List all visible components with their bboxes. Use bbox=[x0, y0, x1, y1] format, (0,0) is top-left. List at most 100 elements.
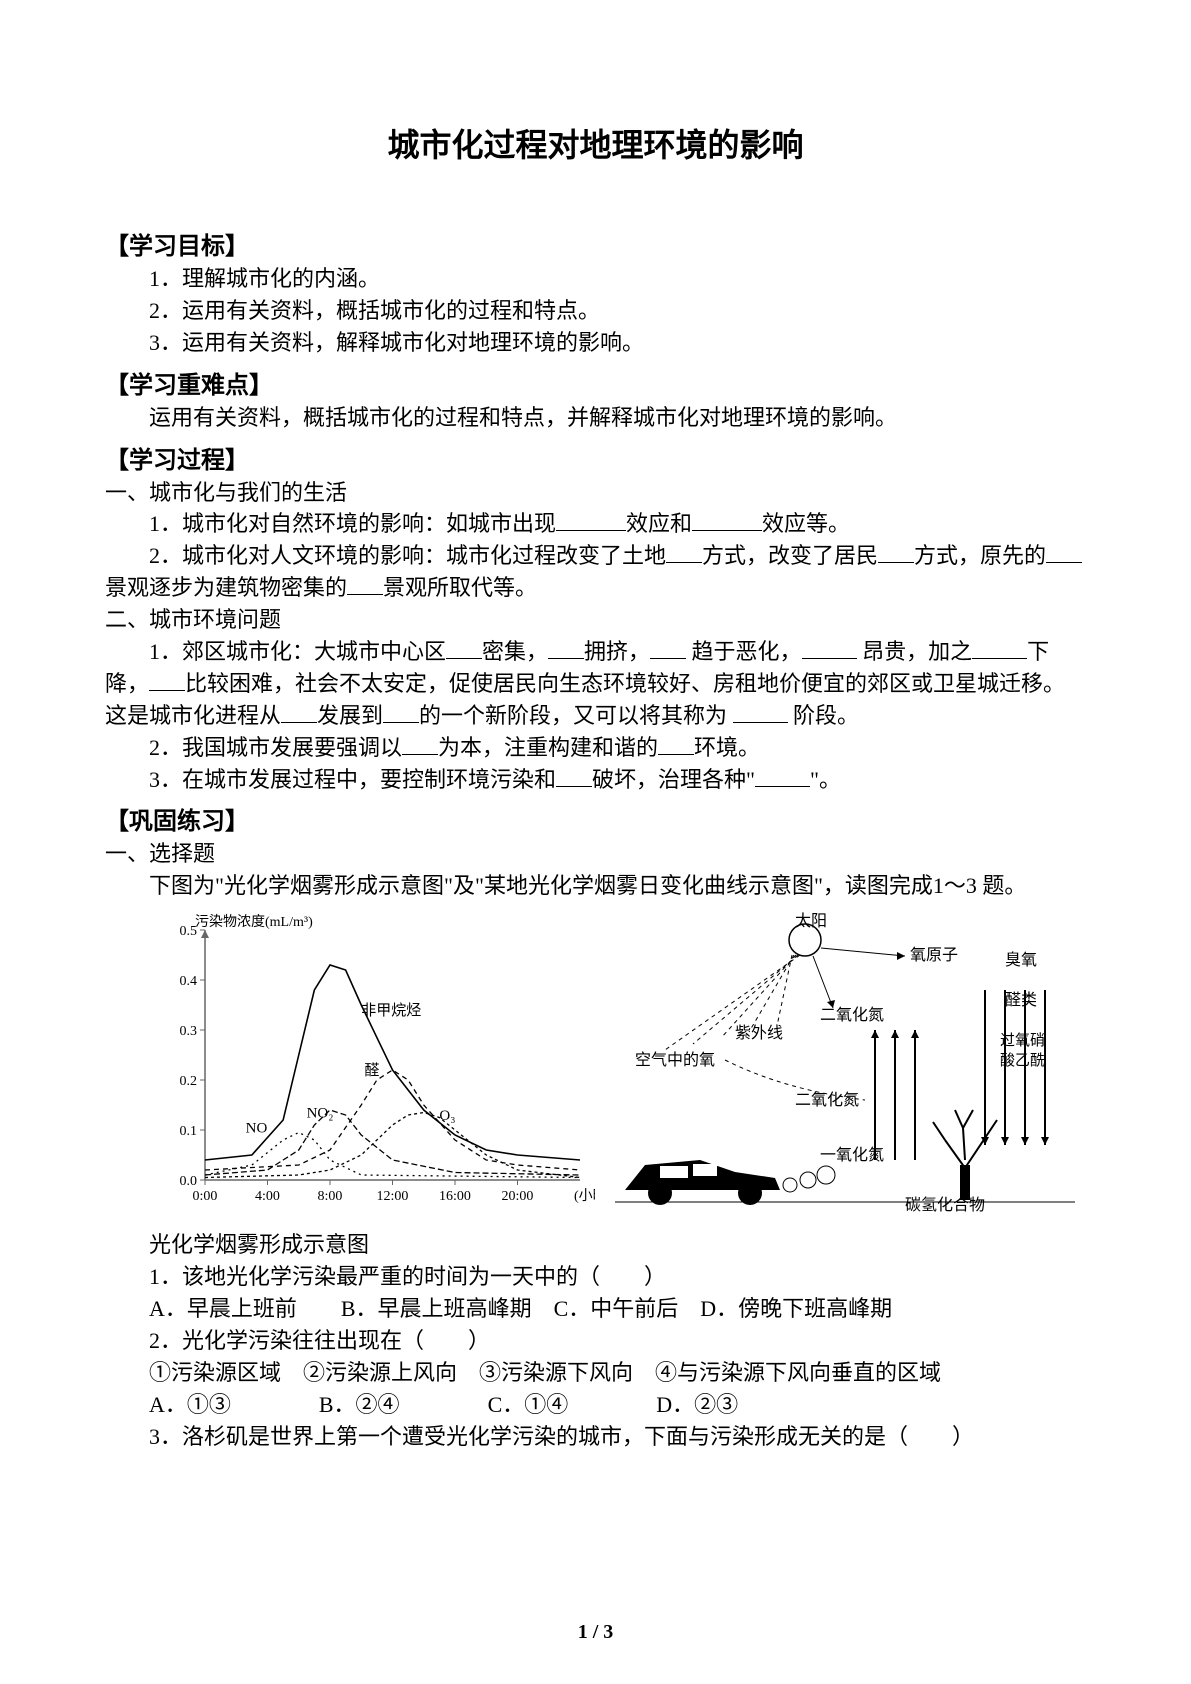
svg-text:0.0: 0.0 bbox=[180, 1174, 198, 1189]
practice-head: 【巩固练习】 bbox=[105, 801, 1086, 836]
svg-text:太阳: 太阳 bbox=[795, 912, 827, 930]
s2-head: 二、城市环境问题 bbox=[105, 604, 1086, 636]
svg-text:4:00: 4:00 bbox=[255, 1189, 280, 1204]
blank bbox=[347, 572, 383, 595]
q3: 3．洛杉矶是世界上第一个遭受光化学污染的城市，下面与污染形成无关的是（ ） bbox=[105, 1421, 1086, 1453]
t: 阶段。 bbox=[788, 703, 860, 728]
svg-text:酸乙酰: 酸乙酰 bbox=[1000, 1052, 1045, 1069]
s1-1-c: 效应等。 bbox=[762, 511, 850, 536]
s2-1: 1．郊区城市化：大城市中心区密集，拥挤， 趋于恶化， 昂贵，加之下降，比较困难，… bbox=[105, 636, 1086, 732]
s1-1: 1．城市化对自然环境的影响：如城市出现效应和效应等。 bbox=[105, 508, 1086, 540]
svg-text:0.3: 0.3 bbox=[180, 1024, 198, 1039]
goals-head: 【学习目标】 bbox=[105, 226, 1086, 261]
process-head: 【学习过程】 bbox=[105, 440, 1086, 475]
svg-text:0.2: 0.2 bbox=[180, 1074, 198, 1089]
s1-1-b: 效应和 bbox=[626, 511, 692, 536]
svg-text:空气中的氧: 空气中的氧 bbox=[635, 1051, 715, 1069]
t: "。 bbox=[810, 767, 841, 792]
q2-stems: ①污染源区域 ②污染源上风向 ③污染源下风向 ④与污染源下风向垂直的区域 bbox=[105, 1357, 1086, 1389]
svg-text:12:00: 12:00 bbox=[377, 1189, 409, 1204]
svg-text:二氧化氮: 二氧化氮 bbox=[795, 1091, 859, 1109]
s1-2-b: 方式，改变了居民 bbox=[702, 543, 878, 568]
page-number: 1 / 3 bbox=[0, 1621, 1191, 1644]
svg-text:醛: 醛 bbox=[364, 1062, 379, 1079]
blank bbox=[802, 636, 857, 659]
blank bbox=[1046, 540, 1082, 563]
t: 2．我国城市发展要强调以 bbox=[149, 735, 402, 760]
svg-text:O₃: O₃ bbox=[439, 1108, 455, 1124]
blank bbox=[658, 732, 694, 755]
goal-item-3: 3．运用有关资料，解释城市化对地理环境的影响。 bbox=[105, 327, 1086, 359]
q2-opts: A．①③ B．②④ C．①④ D．②③ bbox=[105, 1389, 1086, 1421]
goal-item-1: 1．理解城市化的内涵。 bbox=[105, 263, 1086, 295]
svg-text:8:00: 8:00 bbox=[318, 1189, 343, 1204]
svg-text:非甲烷烃: 非甲烷烃 bbox=[361, 1002, 421, 1019]
svg-text:氧原子: 氧原子 bbox=[910, 946, 958, 964]
formation-diagram: 太阳紫外线空气中的氧氧原子二氧化氮二氧化氮臭氧醛类过氧硝酸乙酰一氧化氮碳氢化合物 bbox=[605, 910, 1085, 1225]
blank bbox=[383, 700, 419, 723]
blank bbox=[556, 508, 626, 531]
q1-opts: A．早晨上班前 B．早晨上班高峰期 C．中午前后 D．傍晚下班高峰期 bbox=[105, 1293, 1086, 1325]
t: 为本，注重构建和谐的 bbox=[438, 735, 658, 760]
blank bbox=[733, 700, 788, 723]
svg-text:20:00: 20:00 bbox=[502, 1189, 534, 1204]
svg-text:0:00: 0:00 bbox=[193, 1189, 218, 1204]
s2-3: 3．在城市发展过程中，要控制环境污染和 破坏，治理各种" "。 bbox=[105, 764, 1086, 796]
t: 1．郊区城市化：大城市中心区 bbox=[149, 639, 446, 664]
s1-2-e: 景观所取代等。 bbox=[383, 575, 537, 600]
t: 破坏，治理各种" bbox=[592, 767, 755, 792]
svg-text:碳氢化合物: 碳氢化合物 bbox=[905, 1196, 985, 1214]
blank bbox=[878, 540, 914, 563]
goal-item-2: 2．运用有关资料，概括城市化的过程和特点。 bbox=[105, 295, 1086, 327]
t: 趋于恶化， bbox=[686, 639, 802, 664]
blank bbox=[402, 732, 438, 755]
t: 3．在城市发展过程中，要控制环境污染和 bbox=[149, 767, 556, 792]
s2-2: 2．我国城市发展要强调以 为本，注重构建和谐的 环境。 bbox=[105, 732, 1086, 764]
svg-text:紫外线: 紫外线 bbox=[735, 1024, 783, 1042]
chart-svg: 0.00.10.20.30.40.50:004:008:0012:0016:00… bbox=[145, 910, 595, 1220]
t: 的一个新阶段，又可以将其称为 bbox=[419, 703, 733, 728]
s1-head: 一、城市化与我们的生活 bbox=[105, 477, 1086, 509]
blank bbox=[692, 508, 762, 531]
blank bbox=[548, 636, 584, 659]
blank bbox=[556, 764, 592, 787]
svg-text:NO: NO bbox=[246, 1121, 268, 1137]
diagram-svg: 太阳紫外线空气中的氧氧原子二氧化氮二氧化氮臭氧醛类过氧硝酸乙酰一氧化氮碳氢化合物 bbox=[605, 910, 1085, 1220]
svg-text:NO₂: NO₂ bbox=[307, 1106, 334, 1122]
doc-title: 城市化过程对地理环境的影响 bbox=[105, 120, 1086, 166]
figure-row: 0.00.10.20.30.40.50:004:008:0012:0016:00… bbox=[145, 910, 1086, 1225]
blank bbox=[755, 764, 810, 787]
t: 拥挤， bbox=[584, 639, 650, 664]
svg-text:(小时): (小时) bbox=[574, 1188, 595, 1204]
q2: 2．光化学污染往往出现在（ ） bbox=[105, 1325, 1086, 1357]
blank bbox=[650, 636, 686, 659]
keypoints-head: 【学习重难点】 bbox=[105, 365, 1086, 400]
svg-text:0.1: 0.1 bbox=[180, 1124, 198, 1139]
line-chart: 0.00.10.20.30.40.50:004:008:0012:0016:00… bbox=[145, 910, 595, 1225]
svg-text:0.4: 0.4 bbox=[180, 974, 198, 989]
svg-text:过氧硝: 过氧硝 bbox=[1000, 1032, 1045, 1049]
s1-2-d: 景观逐步为建筑物密集的 bbox=[105, 575, 347, 600]
t: 发展到 bbox=[317, 703, 383, 728]
page: 城市化过程对地理环境的影响 【学习目标】 1．理解城市化的内涵。 2．运用有关资… bbox=[0, 0, 1191, 1684]
keypoints-text: 运用有关资料，概括城市化的过程和特点，并解释城市化对地理环境的影响。 bbox=[105, 402, 1086, 434]
q1: 1．该地光化学污染最严重的时间为一天中的（ ） bbox=[105, 1261, 1086, 1293]
blank bbox=[972, 636, 1027, 659]
svg-text:污染物浓度(mL/m³): 污染物浓度(mL/m³) bbox=[195, 914, 313, 930]
svg-text:一氧化氮: 一氧化氮 bbox=[820, 1146, 884, 1164]
svg-text:二氧化氮: 二氧化氮 bbox=[820, 1006, 884, 1024]
svg-text:16:00: 16:00 bbox=[439, 1189, 471, 1204]
t: 密集， bbox=[482, 639, 548, 664]
practice-intro: 下图为"光化学烟雾形成示意图"及"某地光化学烟雾日变化曲线示意图"，读图完成1～… bbox=[105, 870, 1086, 902]
fig-caption: 光化学烟雾形成示意图 bbox=[105, 1229, 1086, 1261]
blank bbox=[281, 700, 317, 723]
mc-head: 一、选择题 bbox=[105, 838, 1086, 870]
s1-2-a: 2．城市化对人文环境的影响：城市化过程改变了土地 bbox=[149, 543, 666, 568]
s1-2: 2．城市化对人文环境的影响：城市化过程改变了土地 方式，改变了居民 方式，原先的景观… bbox=[105, 540, 1086, 604]
t: 环境。 bbox=[694, 735, 760, 760]
blank bbox=[666, 540, 702, 563]
blank bbox=[149, 668, 185, 691]
t: 昂贵，加之 bbox=[857, 639, 973, 664]
s1-2-c: 方式，原先的 bbox=[914, 543, 1046, 568]
blank bbox=[446, 636, 482, 659]
